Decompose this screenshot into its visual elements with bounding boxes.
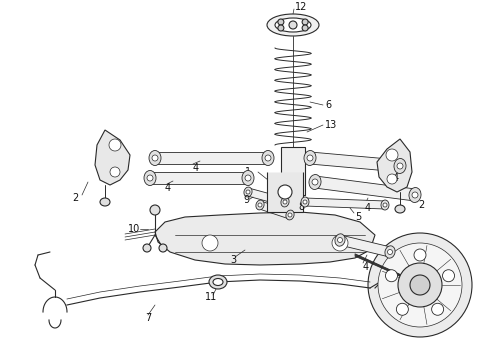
Circle shape <box>278 185 292 199</box>
Circle shape <box>283 200 287 204</box>
Circle shape <box>303 200 307 204</box>
Ellipse shape <box>381 200 389 210</box>
Polygon shape <box>259 201 291 219</box>
Circle shape <box>388 249 392 255</box>
Ellipse shape <box>309 175 321 189</box>
Ellipse shape <box>267 14 319 36</box>
Circle shape <box>368 233 472 337</box>
Text: 10: 10 <box>128 224 140 234</box>
Text: 2: 2 <box>418 200 424 210</box>
Ellipse shape <box>394 158 406 174</box>
Circle shape <box>152 155 158 161</box>
Text: 2: 2 <box>72 193 78 203</box>
Polygon shape <box>310 152 400 172</box>
Circle shape <box>143 244 151 252</box>
Circle shape <box>386 149 398 161</box>
Text: 4: 4 <box>193 163 199 173</box>
Text: 13: 13 <box>325 120 337 130</box>
Polygon shape <box>339 235 391 257</box>
Circle shape <box>278 19 284 25</box>
Circle shape <box>378 243 462 327</box>
Circle shape <box>383 203 387 207</box>
Text: 5: 5 <box>355 212 361 222</box>
Circle shape <box>245 175 251 181</box>
Circle shape <box>387 174 397 184</box>
Circle shape <box>246 190 250 194</box>
Circle shape <box>412 192 418 198</box>
Ellipse shape <box>335 234 345 246</box>
Ellipse shape <box>262 150 274 166</box>
Polygon shape <box>377 139 412 192</box>
Text: 4: 4 <box>365 203 371 213</box>
Circle shape <box>288 213 292 217</box>
Ellipse shape <box>385 246 395 258</box>
Text: 4: 4 <box>363 262 369 272</box>
Circle shape <box>265 155 271 161</box>
Polygon shape <box>150 172 248 184</box>
Text: 8: 8 <box>298 202 304 212</box>
Circle shape <box>410 275 430 295</box>
Ellipse shape <box>209 275 227 289</box>
Ellipse shape <box>395 205 405 213</box>
Ellipse shape <box>100 198 110 206</box>
Ellipse shape <box>275 18 311 32</box>
Circle shape <box>289 21 297 29</box>
Polygon shape <box>305 198 385 209</box>
Ellipse shape <box>286 210 294 220</box>
Text: 7: 7 <box>145 313 151 323</box>
Ellipse shape <box>304 150 316 166</box>
Text: 11: 11 <box>205 292 217 302</box>
Polygon shape <box>95 130 130 185</box>
Text: 1: 1 <box>245 167 251 177</box>
Polygon shape <box>155 152 268 164</box>
Ellipse shape <box>149 150 161 166</box>
Polygon shape <box>314 176 416 201</box>
Ellipse shape <box>281 197 289 207</box>
Circle shape <box>312 179 318 185</box>
Polygon shape <box>281 147 305 195</box>
Circle shape <box>338 238 343 243</box>
Ellipse shape <box>256 200 264 210</box>
Text: 12: 12 <box>295 2 307 12</box>
Circle shape <box>150 205 160 215</box>
Text: 6: 6 <box>325 100 331 110</box>
Circle shape <box>302 19 308 25</box>
Circle shape <box>414 249 426 261</box>
Circle shape <box>110 167 120 177</box>
Circle shape <box>159 244 167 252</box>
Ellipse shape <box>213 279 223 285</box>
Circle shape <box>332 235 348 251</box>
Ellipse shape <box>409 188 421 202</box>
Ellipse shape <box>301 197 309 207</box>
Circle shape <box>398 263 442 307</box>
Text: 4: 4 <box>393 173 399 183</box>
Circle shape <box>442 270 455 282</box>
Polygon shape <box>155 212 375 265</box>
Text: 4: 4 <box>165 183 171 193</box>
Circle shape <box>396 303 408 315</box>
Ellipse shape <box>242 171 254 185</box>
Text: 9: 9 <box>243 195 249 205</box>
Circle shape <box>302 25 308 31</box>
Circle shape <box>278 25 284 31</box>
Circle shape <box>397 163 403 169</box>
Polygon shape <box>247 188 286 206</box>
Circle shape <box>147 175 153 181</box>
Ellipse shape <box>244 187 252 197</box>
Circle shape <box>202 235 218 251</box>
Circle shape <box>432 303 443 315</box>
Circle shape <box>109 139 121 151</box>
Circle shape <box>258 203 262 207</box>
Polygon shape <box>267 172 303 212</box>
Text: 3: 3 <box>230 255 236 265</box>
Circle shape <box>307 155 313 161</box>
Ellipse shape <box>144 171 156 185</box>
Circle shape <box>386 270 397 282</box>
